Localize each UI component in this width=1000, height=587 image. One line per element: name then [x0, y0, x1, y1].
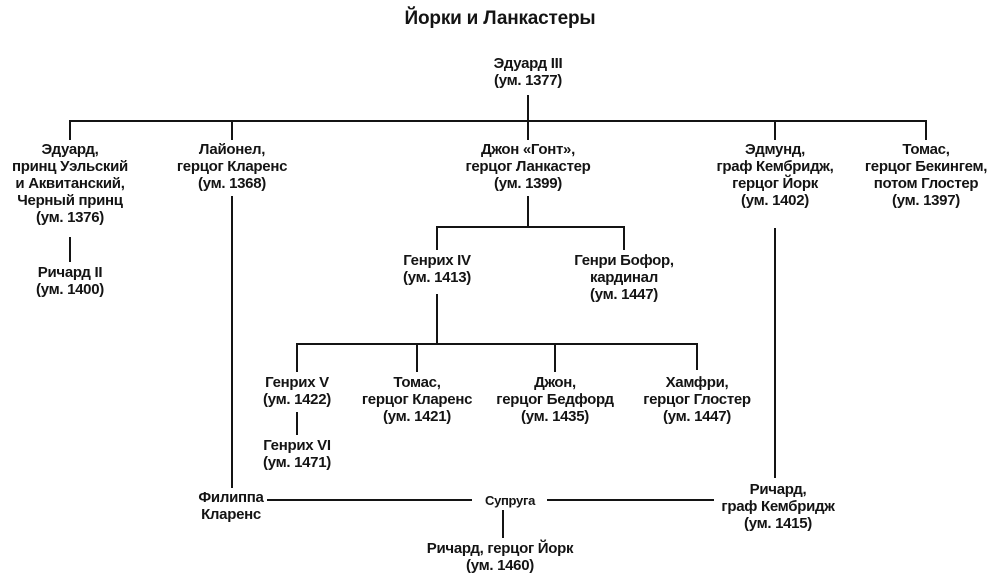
node-john-duke-of-bedford: Джон, герцог Бедфорд (ум. 1435) — [496, 374, 614, 425]
connector-stub-edmund — [774, 120, 776, 140]
connector-edward-to-richard2 — [69, 237, 71, 262]
node-henry-beaufort-cardinal: Генри Бофор, кардинал (ум. 1447) — [574, 252, 674, 303]
connector-henry5-to-henry6 — [296, 412, 298, 435]
connector-gaunt-down — [527, 196, 529, 228]
node-henry-v: Генрих V (ум. 1422) — [263, 374, 331, 408]
node-richard-ii: Ричард II (ум. 1400) — [36, 264, 104, 298]
connector-stub-beaufort — [623, 226, 625, 250]
node-philippa-clarence: Филиппа Кларенс — [198, 489, 264, 523]
node-edmund-duke-of-york: Эдмунд, граф Кембридж, герцог Йорк (ум. 140… — [716, 141, 834, 209]
connector-marriage-left — [267, 499, 472, 501]
diagram-title: Йорки и Ланкастеры — [404, 8, 596, 29]
connector-stub-henry5 — [296, 343, 298, 372]
connector-spouse-to-richard-york — [502, 510, 504, 538]
connector-stub-humphrey — [696, 343, 698, 370]
node-richard-duke-of-york: Ричард, герцог Йорк (ум. 1460) — [426, 540, 574, 574]
connector-gen2-bracket — [69, 120, 927, 122]
connector-lancaster-bracket — [436, 226, 625, 228]
node-humphrey-duke-of-gloucester: Хамфри, герцог Глостер (ум. 1447) — [643, 374, 751, 425]
label-spouse: Супруга — [484, 493, 535, 508]
connector-stub-henry4 — [436, 226, 438, 250]
connector-stub-john-gaunt — [527, 120, 529, 140]
connector-stub-edward-prince — [69, 120, 71, 140]
connector-stub-thomas-buck — [925, 120, 927, 140]
connector-stub-bedford — [554, 343, 556, 372]
connector-edward3-down — [527, 95, 529, 122]
node-richard-earl-of-cambridge: Ричард, граф Кембридж (ум. 1415) — [721, 481, 835, 532]
connector-marriage-right — [547, 499, 714, 501]
node-henry-iv: Генрих IV (ум. 1413) — [403, 252, 471, 286]
node-edward-prince-of-wales: Эдуард, принц Уэльский и Аквитанский, Черны… — [12, 141, 128, 226]
connector-stub-thomas-clarence — [416, 343, 418, 372]
node-thomas-duke-of-clarence: Томас, герцог Кларенс (ум. 1421) — [361, 374, 473, 425]
node-edward-iii: Эдуард III (ум. 1377) — [493, 55, 563, 89]
node-thomas-duke-of-buckingham: Томас, герцог Бекингем, потом Глостер (ум. … — [864, 141, 988, 209]
connector-lionel-to-philippa — [231, 196, 233, 488]
connector-henry4-down — [436, 294, 438, 343]
connector-stub-lionel — [231, 120, 233, 140]
node-lionel-duke-of-clarence: Лайонел, герцог Кларенс (ум. 1368) — [176, 141, 288, 192]
node-henry-vi: Генрих VI (ум. 1471) — [263, 437, 331, 471]
node-john-of-gaunt: Джон «Гонт», герцог Ланкастер (ум. 1399) — [465, 141, 591, 192]
connector-gen4-bracket — [296, 343, 698, 345]
connector-edmund-to-cambridge — [774, 228, 776, 478]
